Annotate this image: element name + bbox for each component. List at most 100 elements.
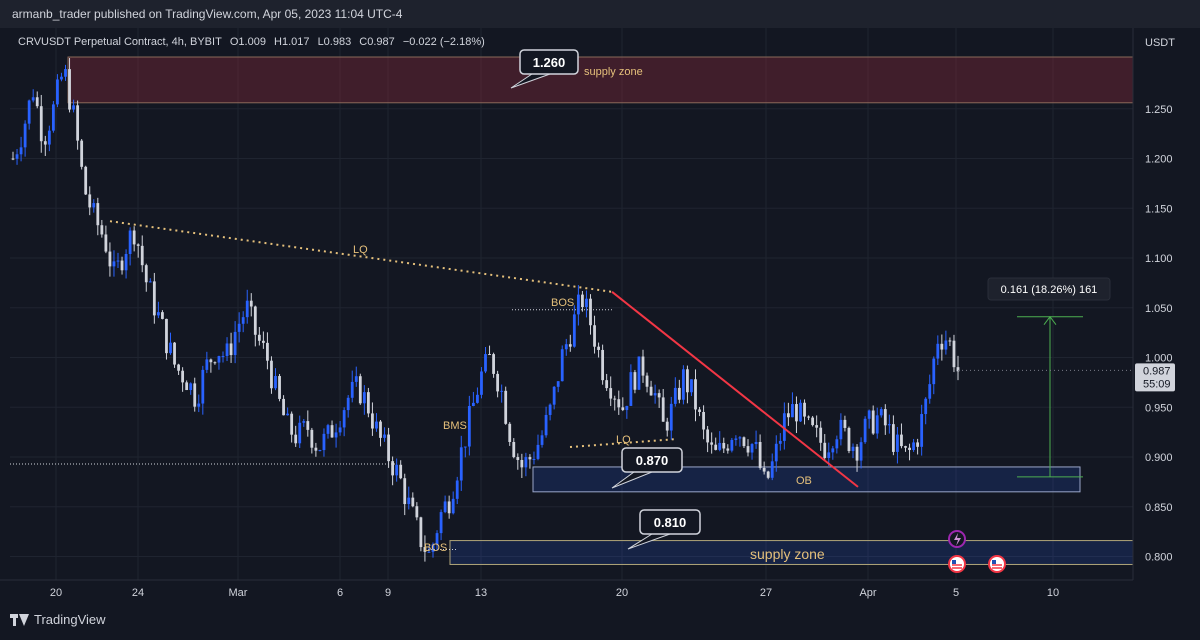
candle-body	[508, 423, 512, 442]
measure-label: 0.161 (18.26%) 161	[1001, 284, 1098, 296]
price-chart[interactable]: 0.161 (18.26%) 161 1.260 0.870 0.810 supply …	[0, 28, 1200, 606]
measure-arrow-icon	[1043, 315, 1057, 326]
candle-body	[221, 355, 225, 357]
candle-body	[241, 317, 245, 324]
candle-body	[249, 300, 253, 307]
candle-body	[593, 325, 596, 347]
candle-body	[500, 390, 504, 392]
candle-body	[51, 104, 55, 131]
candle-body	[362, 392, 366, 404]
candle-body	[605, 380, 609, 389]
candle-body	[278, 376, 281, 399]
candle-body	[702, 411, 705, 430]
candle-body	[294, 434, 298, 444]
candle-body	[601, 349, 605, 381]
candle-body	[476, 394, 479, 403]
y-tick-label: 1.050	[1145, 303, 1173, 315]
candle-body	[443, 501, 447, 513]
symbol-name[interactable]: CRVUSDT Perpetual Contract, 4h, BYBIT	[18, 36, 222, 48]
us-flag-icon	[988, 555, 1006, 573]
candle-body	[439, 512, 443, 534]
candle-body	[956, 367, 960, 372]
candle-body	[286, 413, 290, 416]
candle-body	[245, 300, 249, 318]
candle-body	[391, 461, 395, 476]
candle-body	[419, 517, 423, 548]
candle-body	[435, 533, 439, 545]
candle-body	[366, 392, 370, 414]
candle-body	[35, 97, 39, 107]
candle-body	[629, 372, 633, 406]
current-price-tag	[1135, 363, 1175, 392]
candle-body	[451, 498, 455, 514]
candle-body	[459, 447, 463, 481]
candle-body	[68, 69, 71, 110]
candle-body	[23, 123, 27, 148]
candle-body	[811, 417, 815, 426]
candle-body	[395, 464, 399, 476]
candle-body	[750, 444, 754, 453]
candle-body	[637, 356, 641, 390]
candle-body	[544, 414, 548, 436]
lightning-icon-glyph	[954, 533, 961, 546]
candle-body	[512, 441, 516, 458]
candle-body	[621, 407, 625, 410]
candle-body	[815, 425, 819, 428]
close-value: C0.987	[359, 36, 395, 48]
candle-body	[189, 383, 193, 391]
candle-body	[306, 421, 310, 430]
us-flag-icon-canton	[952, 560, 956, 564]
candle-body	[88, 194, 92, 208]
candle-body	[952, 340, 956, 368]
candle-body	[225, 343, 229, 356]
candle-body	[407, 497, 411, 505]
candle-body	[835, 439, 839, 449]
candle-body	[144, 265, 148, 283]
candle-body	[661, 397, 665, 422]
candle-body	[371, 413, 374, 429]
candle-body	[920, 414, 924, 447]
candle-body	[536, 444, 540, 459]
candle-body	[253, 306, 257, 335]
candle-body	[11, 158, 15, 160]
candle-body	[940, 343, 944, 350]
candle-body	[581, 294, 584, 308]
candle-body	[177, 364, 180, 371]
candle-body	[290, 413, 294, 435]
candle-body	[936, 343, 940, 359]
price-label-1260: 1.260	[533, 55, 566, 70]
tradingview-logo[interactable]: TradingView	[10, 612, 106, 627]
candle-body	[140, 245, 144, 266]
candle-body	[463, 446, 467, 448]
candle-body	[734, 438, 738, 440]
candle-body	[471, 402, 475, 407]
candle-body	[415, 506, 419, 518]
candle-body	[47, 130, 51, 145]
candle-body	[148, 281, 152, 283]
candle-body	[706, 429, 710, 443]
candle-body	[908, 447, 911, 451]
candle-body	[302, 421, 306, 423]
y-tick-label: 0.850	[1145, 502, 1173, 514]
lq-line-top	[109, 220, 613, 293]
candle-body	[847, 427, 851, 452]
candle-body	[132, 230, 136, 245]
candle-body	[112, 261, 116, 267]
candle-body	[863, 418, 867, 443]
candle-body	[237, 323, 241, 332]
candle-body	[843, 419, 847, 428]
x-tick-label: 27	[760, 587, 772, 599]
candle-body	[944, 340, 948, 350]
supply-zone-label: supply zone	[584, 66, 643, 78]
price-label-0870: 0.870	[636, 453, 669, 468]
measure-label-box	[987, 277, 1111, 301]
candle-body	[669, 403, 673, 431]
price-label-1260-box	[519, 49, 579, 75]
candle-body	[859, 442, 863, 461]
trendline	[611, 291, 859, 488]
y-tick-label: 1.250	[1145, 104, 1173, 116]
candle-body	[738, 437, 742, 439]
candle-body	[31, 97, 35, 101]
candle-body	[350, 381, 354, 398]
candle-body	[39, 106, 43, 142]
